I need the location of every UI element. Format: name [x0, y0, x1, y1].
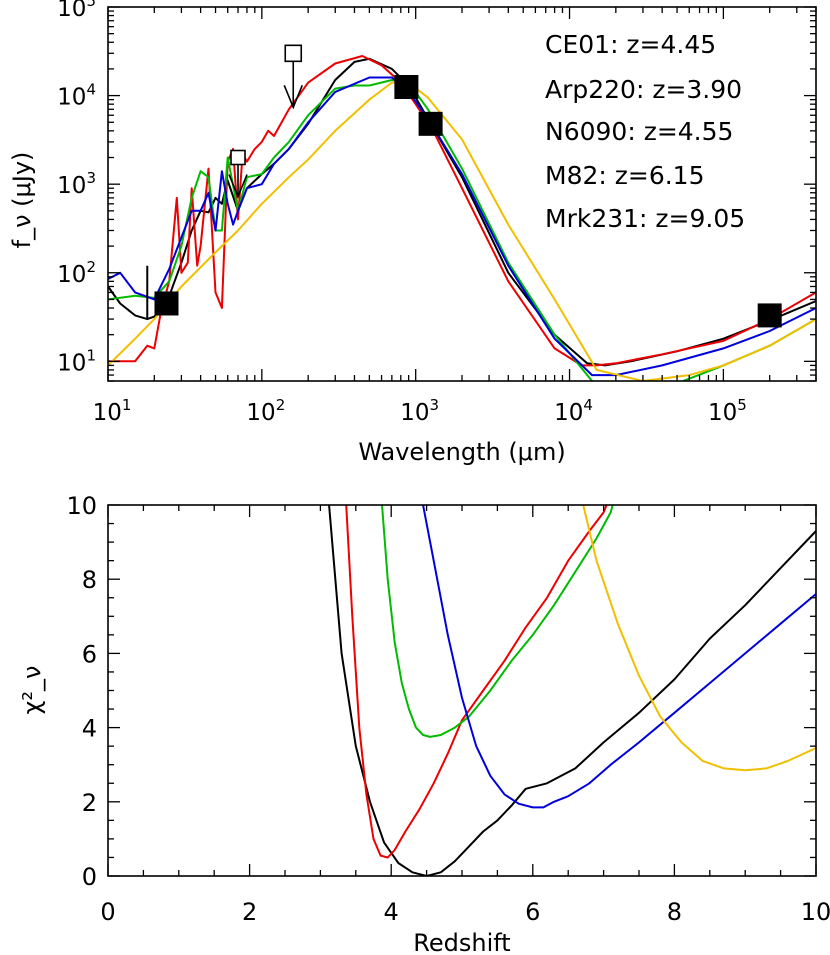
sed-axis-ticks — [107, 6, 817, 382]
sed-curves — [108, 55, 816, 381]
chi2-line-mrk231 — [582, 505, 816, 772]
x-tick-label-3: 104 — [554, 396, 593, 426]
chi2-plot-frame — [107, 504, 817, 877]
sed-line-arp220 — [108, 55, 816, 367]
chi2-x-axis-label: Redshift — [413, 929, 510, 955]
chi2-x-tick-label-3: 6 — [525, 898, 540, 926]
x-tick-label-1: 102 — [246, 396, 285, 426]
sed-plot-frame — [107, 6, 817, 382]
legend-entry-n6090: N6090: z=4.55 — [545, 117, 733, 146]
photometry-point-1 — [394, 75, 419, 100]
y-tick-label-0: 101 — [57, 346, 96, 376]
legend-entry-mrk231: Mrk231: z=9.05 — [545, 204, 745, 233]
chi2-x-tick-label-5: 10 — [801, 898, 830, 926]
sed-line-mrk231 — [108, 81, 816, 381]
chi2-x-tick-label-4: 8 — [667, 898, 682, 926]
chi2-y-tick-label-1: 2 — [82, 789, 97, 817]
x-tick-label-4: 105 — [708, 396, 747, 426]
chi2-line-arp220 — [345, 505, 608, 859]
x-tick-label-2: 103 — [400, 396, 439, 426]
sed-photometry-markers — [146, 44, 782, 328]
sed-legend: CE01: z=4.45 Arp220: z=3.90 N6090: z=4.5… — [545, 30, 745, 233]
x-tick-label-0: 101 — [93, 396, 132, 426]
chi2-line-m82 — [422, 505, 816, 809]
chi2-y-tick-label-4: 8 — [82, 566, 97, 594]
chi2-x-tick-label-0: 0 — [100, 898, 115, 926]
upper-limit-marker-4 — [283, 44, 303, 110]
sed-line-m82 — [108, 76, 816, 377]
y-tick-label-1: 102 — [57, 258, 96, 288]
y-tick-label-4: 105 — [57, 0, 96, 22]
legend-entry-m82: M82: z=6.15 — [545, 161, 705, 190]
legend-entry-ce01: CE01: z=4.45 — [545, 30, 716, 59]
sed-x-axis-label: Wavelength (μm) — [358, 438, 565, 466]
photometry-point-3 — [757, 303, 782, 328]
chi2-line-ce01 — [328, 505, 816, 876]
sed-tick-labels: 101 102 103 104 105 101 102 103 104 105 — [57, 0, 747, 426]
chi2-panel: 0 2 4 6 8 10 0 2 4 6 8 10 Redshift χ²_ν — [18, 492, 830, 955]
chi2-tick-labels: 0 2 4 6 8 10 0 2 4 6 8 10 — [66, 492, 830, 926]
chi2-axis-ticks — [107, 504, 817, 877]
chi2-y-tick-label-5: 10 — [66, 492, 97, 520]
chi2-y-tick-label-0: 0 — [82, 863, 97, 891]
photometry-point-0 — [154, 291, 179, 316]
chi2-curves — [328, 505, 816, 876]
legend-entry-arp220: Arp220: z=3.90 — [545, 75, 742, 104]
chi2-x-tick-label-2: 4 — [384, 898, 399, 926]
y-tick-label-3: 104 — [57, 81, 96, 111]
y-tick-label-2: 103 — [57, 169, 96, 199]
chi2-y-tick-label-2: 4 — [82, 715, 97, 743]
chi2-line-n6090 — [381, 505, 614, 738]
sed-panel: 101 102 103 104 105 101 102 103 104 105 CE01: z=4… — [8, 0, 817, 466]
chi2-y-tick-label-3: 6 — [82, 640, 97, 668]
upper-limit-marker-5 — [228, 149, 248, 199]
photometry-point-2 — [418, 111, 443, 136]
chi2-y-axis-label: χ²_ν — [18, 666, 46, 715]
sed-line-n6090 — [108, 79, 816, 381]
sed-y-axis-label: f_ν (μJy) — [8, 152, 36, 249]
chi2-x-tick-label-1: 2 — [242, 898, 257, 926]
